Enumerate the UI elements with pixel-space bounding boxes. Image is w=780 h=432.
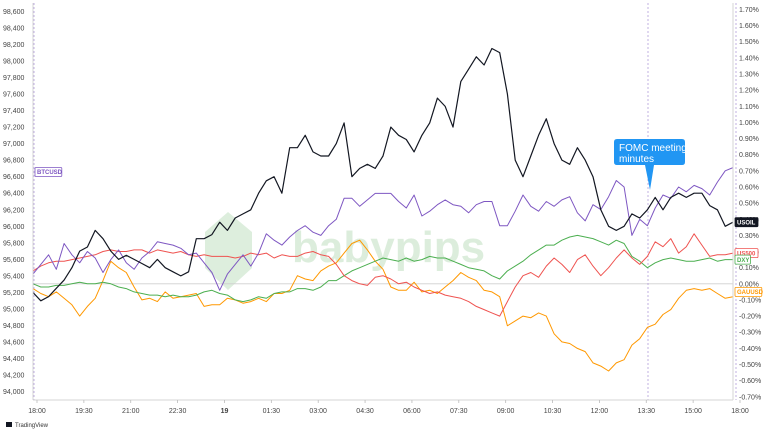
left-tick-label: 94,600	[3, 340, 25, 347]
left-tick-label: 97,000	[3, 141, 25, 148]
left-tick-label: 97,800	[3, 75, 25, 82]
right-tick-label: 0.60%	[739, 184, 759, 191]
x-tick-label: 06:00	[403, 408, 421, 415]
left-tick-label: 95,400	[3, 273, 25, 280]
left-tick-label: 95,600	[3, 257, 25, 264]
x-tick-label: 09:00	[497, 408, 515, 415]
fomc-annotation-line2: minutes	[619, 154, 654, 165]
left-tick-label: 98,400	[3, 25, 25, 32]
right-tick-label: 0.80%	[739, 152, 759, 159]
left-tick-label: 94,000	[3, 389, 25, 396]
left-tick-label: 98,600	[3, 9, 25, 16]
right-tick-label: 1.20%	[739, 88, 759, 95]
x-axis: 18:00 19:30 21:00 22:30 19 01:30 03:00 04:30 06:…	[28, 399, 749, 415]
left-tick-label: 97,200	[3, 125, 25, 132]
right-tick-label: -0.30%	[739, 330, 761, 337]
right-tick-label: 0.30%	[739, 233, 759, 240]
right-tick-label: 0.50%	[739, 201, 759, 208]
right-tick-label: 0.00%	[739, 281, 759, 288]
x-tick-label: 10:30	[544, 408, 562, 415]
left-tick-label: 96,400	[3, 191, 25, 198]
left-tick-label: 94,400	[3, 356, 25, 363]
series-tag-label: USOIL	[737, 220, 756, 226]
right-tick-label: -0.20%	[739, 314, 761, 321]
x-tick-label: 21:00	[122, 408, 140, 415]
footer: TradingView	[6, 422, 49, 429]
left-tick-label: 96,200	[3, 207, 25, 214]
left-tick-label: 95,200	[3, 290, 25, 297]
left-tick-label: 94,200	[3, 373, 25, 380]
x-tick-label: 04:30	[356, 408, 374, 415]
right-tick-label: 1.30%	[739, 72, 759, 79]
x-tick-label: 18:00	[28, 408, 46, 415]
series-tag-label: GAUUSD	[737, 290, 764, 296]
series-tag-label: DXY	[737, 258, 749, 264]
series-layer	[32, 47, 734, 372]
right-tick-label: -0.70%	[739, 394, 761, 401]
right-tick-label: 0.70%	[739, 168, 759, 175]
right-tick-label: 1.10%	[739, 104, 759, 111]
left-tick-label: 96,000	[3, 224, 25, 231]
right-tick-label: 1.40%	[739, 55, 759, 62]
series-line-usoil	[32, 47, 734, 302]
right-tick-label: -0.50%	[739, 362, 761, 369]
series-line-gauusd	[32, 239, 734, 372]
left-tick-label: 97,600	[3, 91, 25, 98]
right-axis: 1.70% 1.60% 1.50% 1.40% 1.30% 1.20% 1.10% 1.00%…	[732, 3, 761, 401]
right-tick-label: 1.50%	[739, 39, 759, 46]
left-tick-label: 95,000	[3, 307, 25, 314]
left-tick-label: 97,400	[3, 108, 25, 115]
x-tick-label: 01:30	[263, 408, 281, 415]
series-line-us500	[32, 233, 734, 317]
left-tick-label: 98,200	[3, 42, 25, 49]
left-axis: 98,600 98,400 98,200 98,000 97,800 97,600 97,4…	[3, 3, 34, 400]
left-tick-label: 98,000	[3, 58, 25, 65]
series-tag-gauusd: GAUUSD	[734, 286, 764, 297]
series-tag-btcusd: BTCUSD	[34, 167, 63, 177]
tradingview-logo-icon	[6, 422, 12, 427]
watermark-text: babypips	[292, 223, 485, 272]
right-tick-label: -0.60%	[739, 378, 761, 385]
x-tick-label: 12:00	[591, 408, 609, 415]
right-tick-label: 0.10%	[739, 265, 759, 272]
series-tag-dxy: DXY	[734, 254, 751, 265]
series-line-dxy	[32, 234, 733, 303]
series-tag-label: US500	[737, 251, 756, 257]
left-tick-label: 94,800	[3, 323, 25, 330]
right-tick-label: 1.70%	[739, 7, 759, 14]
fomc-annotation-line1: FOMC meeting	[619, 143, 687, 154]
left-tick-label: 95,800	[3, 240, 25, 247]
right-tick-label: 0.90%	[739, 136, 759, 143]
series-tag-usoil: USOIL	[734, 217, 759, 228]
footer-text: TradingView	[15, 423, 49, 429]
x-tick-label: 19	[221, 408, 229, 415]
x-tick-label: 18:00	[731, 408, 749, 415]
x-tick-label: 19:30	[75, 408, 93, 415]
fomc-annotation: FOMC meeting minutes	[614, 139, 687, 190]
x-tick-label: 13:30	[638, 408, 656, 415]
right-tick-label: -0.10%	[739, 297, 761, 304]
x-tick-label: 15:00	[684, 408, 702, 415]
series-tag-label: BTCUSD	[37, 170, 63, 176]
fomc-annotation-box	[614, 139, 685, 190]
x-tick-label: 03:00	[309, 408, 327, 415]
right-tick-label: -0.40%	[739, 346, 761, 353]
right-tick-label: 1.60%	[739, 23, 759, 30]
left-tick-label: 96,800	[3, 158, 25, 165]
right-tick-label: 1.00%	[739, 120, 759, 127]
x-tick-label: 22:30	[169, 408, 187, 415]
left-tick-label: 96,600	[3, 174, 25, 181]
series-line-btcusd	[32, 167, 734, 291]
x-tick-label: 07:30	[450, 408, 468, 415]
